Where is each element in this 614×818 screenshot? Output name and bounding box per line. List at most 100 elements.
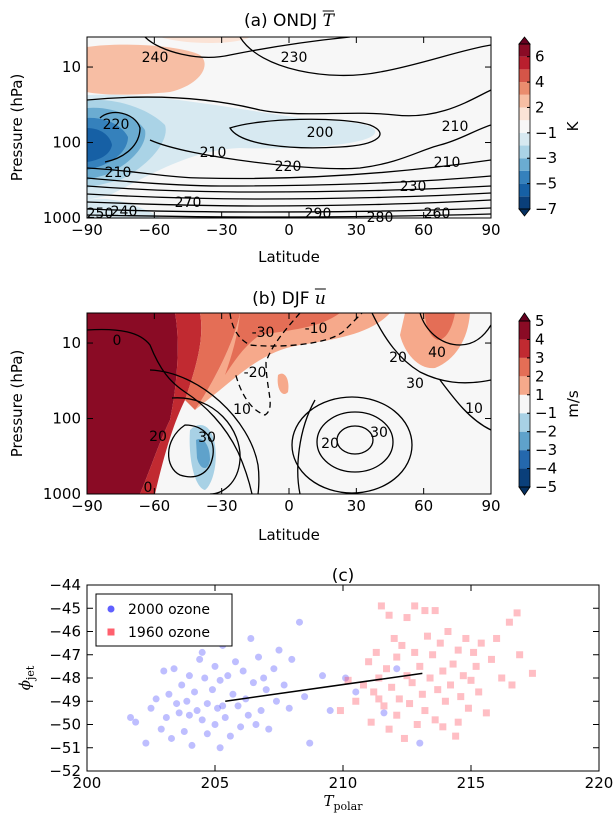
point <box>393 653 401 661</box>
point <box>127 714 135 722</box>
point <box>431 716 439 724</box>
colorbar-frame <box>518 43 531 210</box>
y-tick-label: −51 <box>49 739 81 757</box>
x-tick-label: 210 <box>329 774 358 792</box>
point <box>462 634 470 642</box>
y-axis-label-subscript: jet <box>24 665 37 682</box>
contour-label: 210 <box>200 145 227 161</box>
point <box>411 648 419 656</box>
contour-label: 210 <box>105 165 132 181</box>
colorbar-tick-label: 2 <box>535 367 545 385</box>
x-tick-label: −60 <box>139 221 171 239</box>
point <box>513 609 521 617</box>
y-tick-label: 10 <box>62 58 81 76</box>
point <box>452 732 460 740</box>
y-tick-label: 100 <box>52 134 81 152</box>
point <box>237 723 245 731</box>
point <box>375 695 383 703</box>
x-axis-label: Latitude <box>258 526 320 544</box>
point <box>475 688 483 696</box>
x-axis-label: Latitude <box>258 248 320 266</box>
point <box>157 725 165 733</box>
x-tick-label: 30 <box>347 497 366 515</box>
x-tick-label: 90 <box>481 221 500 239</box>
point <box>247 634 255 642</box>
point <box>183 697 191 705</box>
colorbar-segment <box>519 339 530 358</box>
x-tick-label: 205 <box>201 774 230 792</box>
x-tick-label: −30 <box>206 497 238 515</box>
point <box>393 665 401 673</box>
contour-label: 220 <box>103 117 130 133</box>
colorbar-tick-label: −3 <box>535 441 557 459</box>
point <box>234 702 242 710</box>
y-tick-label: −46 <box>49 623 81 641</box>
point <box>208 686 216 694</box>
point <box>188 741 196 749</box>
point <box>367 718 375 726</box>
legend-label: 2000 ozone <box>128 602 210 618</box>
colorbar-tick-label: −1 <box>535 124 557 142</box>
colorbar-segment <box>519 431 530 451</box>
point <box>211 662 219 670</box>
contour-label: 10 <box>465 401 483 417</box>
point <box>498 674 506 682</box>
point <box>464 704 472 712</box>
point <box>249 679 257 687</box>
point <box>370 688 378 696</box>
point <box>429 651 437 659</box>
x-tick-label: −60 <box>139 497 171 515</box>
point <box>224 672 232 680</box>
point <box>516 651 524 659</box>
contour-field <box>87 37 491 218</box>
point <box>173 700 181 708</box>
point <box>380 702 388 710</box>
legend-label: 1960 ozone <box>128 625 210 641</box>
point <box>406 700 414 708</box>
point <box>295 618 303 626</box>
point <box>178 681 186 689</box>
point <box>147 704 155 712</box>
point <box>457 693 465 701</box>
fit-line <box>225 672 423 702</box>
point <box>454 718 462 726</box>
point <box>400 734 408 742</box>
colorbar-tick-label: 6 <box>535 48 545 66</box>
contour-label: 20 <box>389 350 407 366</box>
colorbar-segment <box>519 196 530 209</box>
colorbar-tick-label: 3 <box>535 349 545 367</box>
colorbar-segment <box>519 413 530 432</box>
x-tick-label: 60 <box>414 497 433 515</box>
point <box>306 739 314 747</box>
colorbar-segment <box>519 56 530 70</box>
colorbar-segment <box>519 120 530 133</box>
contour-label: 210 <box>434 155 461 171</box>
colorbar-tick-label: 4 <box>535 330 545 348</box>
point <box>203 700 211 708</box>
colorbar-tick-label: −5 <box>535 175 557 193</box>
x-axis-label-subscript: polar <box>334 800 364 813</box>
contour-label: 10 <box>233 402 251 418</box>
colorbar-tick-label: −7 <box>535 200 557 218</box>
point <box>180 727 188 735</box>
colorbar-frame <box>518 320 531 488</box>
colorbar-segment <box>519 321 530 340</box>
x-tick-label: 220 <box>585 774 614 792</box>
contour-label: 230 <box>281 50 308 66</box>
point <box>265 725 273 733</box>
point <box>167 734 175 742</box>
contour-label: 30 <box>370 425 388 441</box>
colorbar-tick-label: 1 <box>535 386 545 404</box>
axes-frame <box>86 36 492 219</box>
x-tick-label: 0 <box>284 221 294 239</box>
y-tick-label: −49 <box>49 692 81 710</box>
point <box>421 607 429 615</box>
colorbar-tick-label: −2 <box>535 423 557 441</box>
point <box>275 646 283 654</box>
point <box>385 611 393 619</box>
point <box>257 707 265 715</box>
point <box>260 674 268 682</box>
point <box>270 665 278 673</box>
contour-label: 40 <box>428 345 446 361</box>
